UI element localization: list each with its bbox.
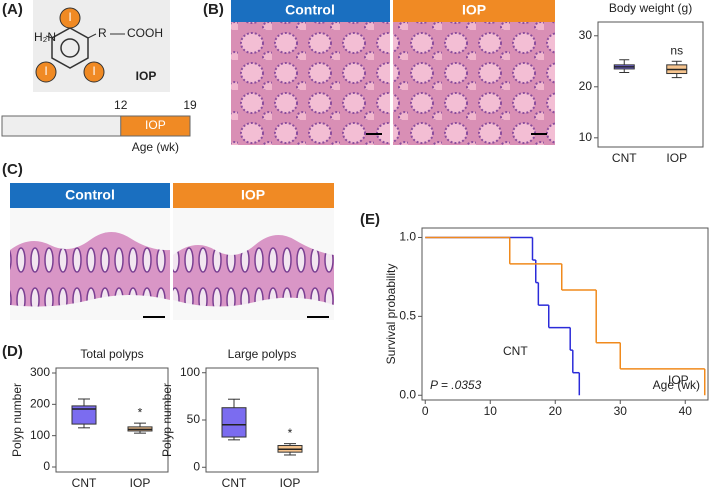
aromatic-circle xyxy=(60,38,80,58)
header xyxy=(393,0,555,22)
chart-title: Body weight (g) xyxy=(609,1,692,15)
x-tick-label: CNT xyxy=(222,476,247,488)
y-tick-label: 0.0 xyxy=(399,387,416,401)
x-tick-label: 20 xyxy=(549,404,563,418)
iodine-label: I xyxy=(44,64,47,78)
header-text: IOP xyxy=(462,2,486,18)
y-axis-label: Survival probability xyxy=(384,264,398,365)
amine: H₂N xyxy=(34,30,56,44)
timeline-xlabel: Age (wk) xyxy=(132,140,179,154)
iodine xyxy=(83,61,105,83)
annotation: ns xyxy=(670,43,683,57)
annotation: P = .0353 xyxy=(430,378,482,392)
y-tick-label: 0 xyxy=(193,459,200,473)
x-tick-label: 10 xyxy=(484,404,498,418)
iodine xyxy=(35,61,57,83)
iodine xyxy=(59,7,81,29)
x-tick-label: CNT xyxy=(72,476,97,488)
x-tick-label: CNT xyxy=(612,151,637,165)
tissue xyxy=(173,235,334,307)
series-label: CNT xyxy=(503,344,528,358)
x-tick-label: 30 xyxy=(614,404,628,418)
y-tick-label: 0 xyxy=(43,459,50,473)
box xyxy=(221,407,247,438)
panel-label: (A) xyxy=(2,1,23,18)
x-tick-label: IOP xyxy=(130,476,151,488)
plot-frame xyxy=(597,21,704,148)
annotation: * xyxy=(288,426,293,440)
y-tick-label: 100 xyxy=(180,365,200,379)
header xyxy=(10,183,170,208)
timeline-tick-label: 19 xyxy=(183,98,197,112)
y-tick-label: 1.0 xyxy=(399,230,416,244)
y-tick-label: 200 xyxy=(30,397,50,411)
plot-frame xyxy=(421,227,709,401)
panel-label: (B) xyxy=(203,1,224,18)
chart-title: Large polyps xyxy=(228,347,297,361)
header-text: IOP xyxy=(241,187,265,203)
panel-label: (E) xyxy=(360,211,380,228)
bond xyxy=(45,35,53,39)
acid: COOH xyxy=(127,26,163,40)
iodine-label: I xyxy=(92,64,95,78)
box xyxy=(71,405,97,425)
x-tick-label: IOP xyxy=(280,476,301,488)
compound-name: IOP xyxy=(136,69,157,83)
header xyxy=(231,0,390,22)
y-tick-label: 100 xyxy=(30,428,50,442)
annotation: * xyxy=(138,405,143,419)
iodine-label: I xyxy=(68,10,71,24)
y-axis-label: Polyp number xyxy=(160,383,174,457)
y-tick-label: 0.5 xyxy=(399,309,416,323)
y-tick-label: 300 xyxy=(30,365,50,379)
y-tick-label: 50 xyxy=(187,412,201,426)
tissue xyxy=(10,231,170,307)
panel-label: (D) xyxy=(2,343,23,360)
timeline-tick-label: 12 xyxy=(114,98,128,112)
bond xyxy=(87,33,97,39)
panel-label: (C) xyxy=(2,161,23,178)
x-tick-label: 40 xyxy=(679,404,693,418)
header-text: Control xyxy=(65,187,115,203)
r-group: R xyxy=(98,26,107,40)
treatment-label: IOP xyxy=(145,118,166,132)
chart-title: Total polyps xyxy=(80,347,143,361)
treatment-bar xyxy=(120,115,191,137)
series-label: IOP xyxy=(668,373,689,387)
x-axis-label: Age (wk) xyxy=(653,378,700,392)
histology-image xyxy=(393,22,555,145)
y-tick-label: 30 xyxy=(579,28,593,42)
y-tick-label: 10 xyxy=(579,130,593,144)
y-tick-label: 20 xyxy=(579,79,593,93)
y-axis-label: Polyp number xyxy=(10,383,24,457)
x-tick-label: 0 xyxy=(422,404,429,418)
header-text: Control xyxy=(285,2,335,18)
plot-frame xyxy=(55,367,169,473)
header xyxy=(173,183,334,208)
histology-image xyxy=(231,22,390,145)
x-tick-label: IOP xyxy=(666,151,687,165)
